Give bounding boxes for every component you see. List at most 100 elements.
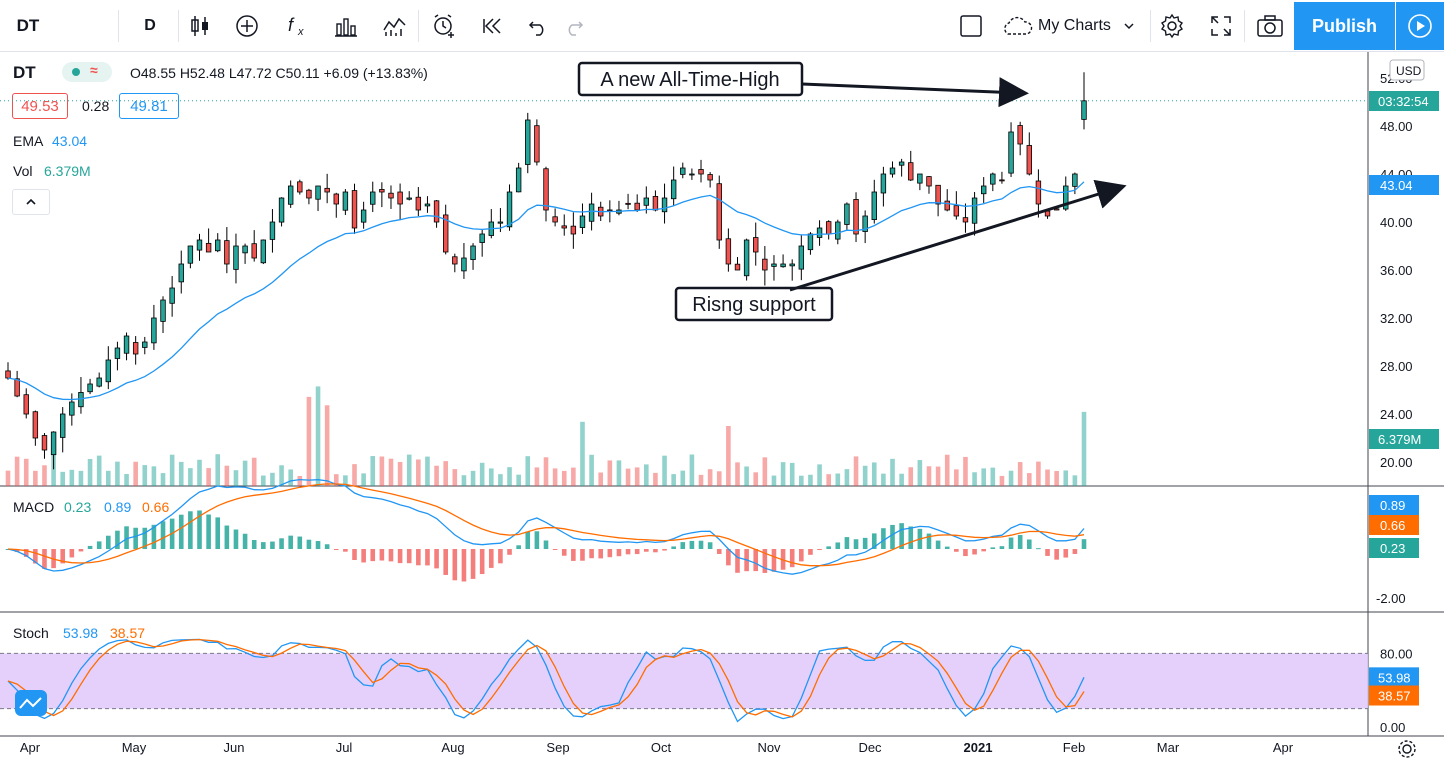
month-label: Jul: [336, 740, 353, 755]
macd-histogram-bar: [233, 529, 239, 549]
macd-histogram-bar: [1008, 537, 1014, 549]
candle-body: [771, 263, 777, 267]
bar-chart-icon[interactable]: [332, 8, 360, 44]
price-chart[interactable]: 52.0048.0044.0040.0036.0032.0028.0024.00…: [0, 52, 1444, 765]
macd-histogram-bar: [333, 549, 339, 550]
volume-bar: [370, 456, 376, 486]
candle-body: [132, 342, 139, 355]
macd-histogram-bar: [388, 549, 394, 562]
ema-line: [7, 181, 1085, 401]
volume-bar: [215, 454, 221, 486]
play-icon[interactable]: [1396, 2, 1444, 50]
candle-body: [634, 202, 640, 211]
macd-histogram-bar: [42, 549, 47, 569]
countdown-tag: [1369, 91, 1439, 111]
volume-bar: [352, 464, 357, 486]
macd-histogram-bar: [452, 549, 458, 581]
macd-histogram-bar: [580, 549, 585, 561]
volume-bar: [1081, 411, 1087, 486]
macd-histogram-bar: [324, 544, 330, 549]
macd-label: MACD: [13, 499, 55, 515]
add-indicator-icon[interactable]: [232, 8, 262, 44]
volume-bar: [753, 472, 759, 486]
toolbar-divider: [118, 10, 119, 42]
volume-bar: [826, 474, 831, 486]
collapse-legend-button[interactable]: [12, 189, 50, 215]
candle-body: [1081, 100, 1087, 120]
axis-settings-icon: [1398, 740, 1416, 758]
candle-body: [60, 413, 66, 438]
candle-body: [908, 162, 914, 181]
volume-bar: [1017, 462, 1023, 486]
candle-body: [205, 242, 212, 253]
volume-bar: [525, 456, 531, 486]
sell-price-box[interactable]: 49.53: [12, 93, 68, 119]
candles-icon[interactable]: [186, 8, 214, 44]
stoch-tick-label: 0.00: [1380, 720, 1405, 735]
volume-tag: [1369, 429, 1439, 449]
volume-bar: [707, 469, 713, 486]
volume-bar: [14, 456, 20, 486]
candle-body: [552, 216, 558, 223]
camera-icon[interactable]: [1254, 8, 1286, 44]
macd-histogram-bar: [379, 549, 385, 561]
settings-icon[interactable]: [1157, 8, 1187, 44]
interval-button[interactable]: D: [144, 17, 156, 34]
macd-histogram-bar: [361, 549, 366, 563]
undo-icon[interactable]: [524, 8, 552, 44]
volume-bar: [1063, 470, 1069, 486]
candle-body: [306, 189, 312, 199]
candle-body: [999, 179, 1005, 182]
alert-icon[interactable]: [428, 8, 460, 44]
candle-body: [251, 243, 257, 259]
spread-value: 0.28: [82, 98, 110, 114]
buy-price-box[interactable]: 49.81: [119, 93, 179, 119]
macd-histogram-bar: [14, 549, 20, 553]
candle-body: [1017, 125, 1023, 145]
macd-hist-value: 0.23: [64, 499, 92, 515]
svg-text:x: x: [297, 26, 304, 38]
candle-body: [379, 189, 385, 193]
my-charts-button[interactable]: My Charts: [1000, 8, 1150, 44]
macd-histogram-bar: [124, 526, 129, 549]
volume-bar: [270, 472, 275, 486]
macd-histogram-bar: [133, 527, 138, 549]
macd-histogram-bar: [215, 517, 221, 549]
my-charts-label: My Charts: [1038, 17, 1111, 34]
candle-body: [561, 225, 567, 229]
macd-histogram-bar: [835, 542, 841, 549]
volume-bar: [1072, 475, 1078, 486]
macd-histogram-bar: [261, 542, 266, 549]
volume-bar: [589, 454, 594, 486]
candle-body: [160, 299, 166, 322]
macd-histogram-bar: [1045, 549, 1050, 556]
volume-bar: [844, 469, 850, 486]
market-status-badge[interactable]: ≈: [62, 62, 112, 82]
macd-histogram-bar: [507, 549, 512, 555]
volume-bar: [142, 465, 148, 486]
volume-bar: [580, 421, 585, 486]
redo-icon[interactable]: [560, 8, 588, 44]
price-tick-label: 40.00: [1380, 215, 1413, 230]
macd-histogram-bar: [242, 533, 248, 549]
symbol-search-button[interactable]: DT: [16, 16, 40, 35]
templates-icon[interactable]: [380, 8, 410, 44]
publish-button[interactable]: Publish: [1294, 2, 1395, 50]
macd-histogram-bar: [1026, 539, 1032, 549]
layout-icon[interactable]: [956, 8, 986, 44]
macd-histogram-bar: [616, 549, 622, 557]
macd-histogram-bar: [315, 541, 321, 549]
macd-histogram-bar: [662, 549, 667, 551]
month-label: Aug: [441, 740, 464, 755]
month-label: Feb: [1063, 740, 1085, 755]
volume-bar: [242, 460, 248, 486]
replay-icon[interactable]: [478, 8, 508, 44]
fullscreen-icon[interactable]: [1206, 8, 1236, 44]
gear-teeth: [1398, 740, 1416, 758]
stoch-band: [0, 653, 1368, 709]
macd-histogram-bar: [87, 545, 93, 549]
volume-bar: [498, 474, 503, 486]
candle-body: [397, 191, 403, 205]
macd-histogram-bar: [735, 549, 740, 573]
